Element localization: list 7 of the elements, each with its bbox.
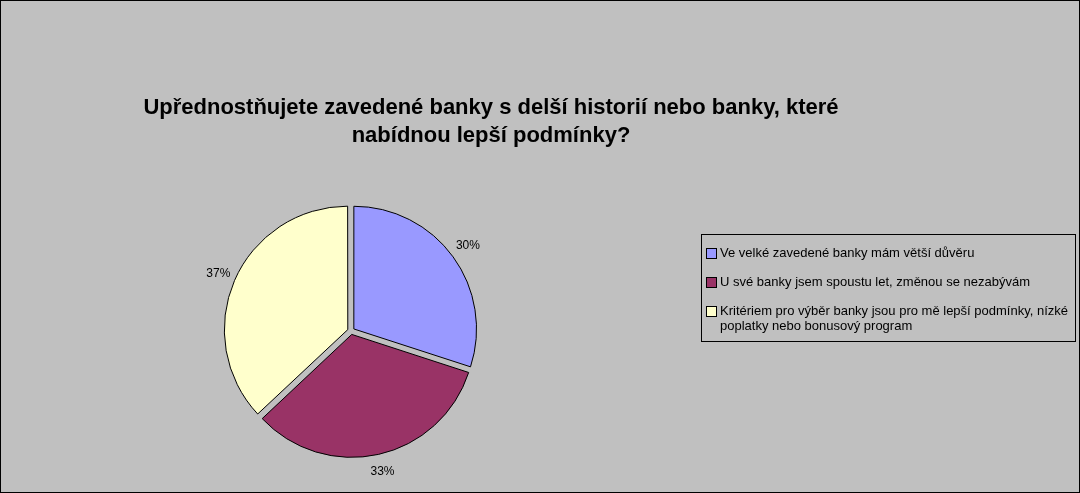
legend-label: U své banky jsem spoustu let, změnou se nezabývám — [720, 274, 1030, 289]
data-label: 33% — [370, 464, 395, 479]
legend-label: Kritériem pro výběr banky jsou pro mě lepší podmínky, nízké poplatky nebo bonusový program — [720, 303, 1070, 333]
data-label: 37% — [206, 265, 231, 280]
chart-title: Upřednostňujete zavedené banky s delší historií nebo banky, které nabídnou lepší podmínky? — [142, 93, 840, 149]
data-label: 30% — [455, 238, 481, 253]
legend-label: Ve velké zavedené banky mám větší důvěru — [720, 245, 975, 260]
